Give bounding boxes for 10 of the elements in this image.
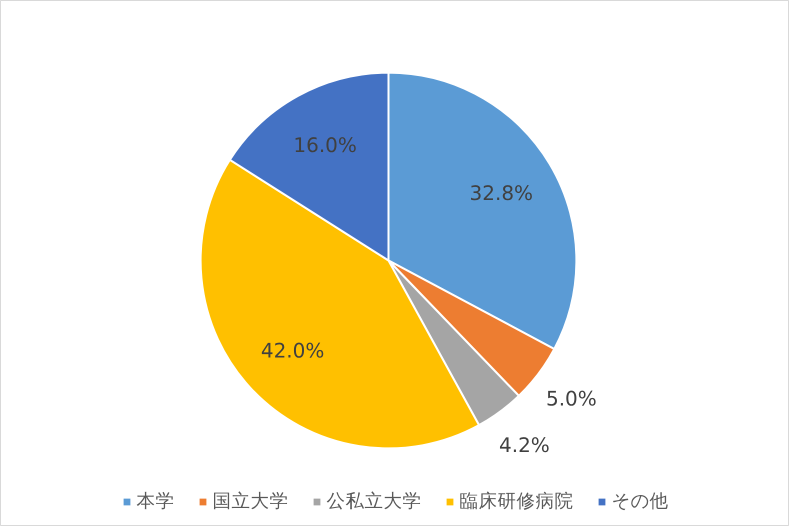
legend-label: 国立大学 bbox=[212, 490, 288, 514]
data-label: 4.2% bbox=[499, 433, 550, 458]
legend-label: その他 bbox=[612, 490, 668, 514]
data-label: 5.0% bbox=[546, 386, 597, 411]
legend-label: 臨床研修病院 bbox=[460, 490, 574, 514]
legend-label: 公私立大学 bbox=[326, 490, 422, 514]
legend-label: 本学 bbox=[136, 490, 174, 514]
data-label: 32.8% bbox=[470, 180, 534, 205]
data-label: 42.0% bbox=[260, 338, 324, 363]
data-label: 16.0% bbox=[293, 133, 357, 158]
